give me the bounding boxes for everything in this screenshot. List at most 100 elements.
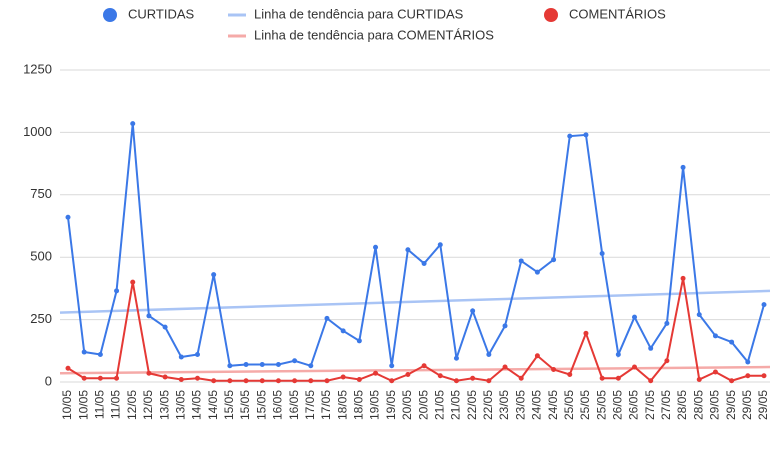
point [162, 324, 168, 330]
point [373, 370, 379, 376]
point [729, 378, 735, 384]
y-tick-label: 750 [30, 186, 52, 201]
point [81, 375, 87, 381]
x-tick-label: 12/05 [141, 390, 155, 420]
legend-marker [544, 8, 558, 22]
point [421, 260, 427, 266]
x-tick-label: 20/05 [400, 390, 414, 420]
x-tick-label: 26/05 [610, 390, 624, 420]
point [324, 315, 330, 321]
x-tick-label: 21/05 [432, 390, 446, 420]
point [227, 378, 233, 384]
point [615, 352, 621, 358]
point [308, 378, 314, 384]
x-tick-label: 12/05 [125, 390, 139, 420]
x-tick-label: 29/05 [740, 390, 754, 420]
point [745, 359, 751, 365]
point [178, 354, 184, 360]
x-tick-label: 27/05 [659, 390, 673, 420]
x-tick-label: 15/05 [222, 390, 236, 420]
point [583, 132, 589, 138]
point [275, 378, 281, 384]
x-tick-label: 22/05 [465, 390, 479, 420]
x-tick-label: 23/05 [513, 390, 527, 420]
point [405, 372, 411, 378]
point [292, 378, 298, 384]
point [712, 369, 718, 375]
x-tick-label: 16/05 [287, 390, 301, 420]
legend-label: COMENTÁRIOS [569, 6, 666, 21]
point [696, 377, 702, 383]
x-tick-label: 24/05 [546, 390, 560, 420]
point [551, 257, 557, 263]
x-tick-label: 10/05 [76, 390, 90, 420]
x-tick-label: 23/05 [497, 390, 511, 420]
point [534, 269, 540, 275]
legend-label: Linha de tendência para CURTIDAS [254, 6, 464, 21]
point [114, 375, 120, 381]
point [65, 365, 71, 371]
point [470, 375, 476, 381]
point [648, 345, 654, 351]
x-tick-label: 29/05 [708, 390, 722, 420]
series-line [67, 278, 764, 383]
point [567, 133, 573, 139]
x-tick-label: 20/05 [416, 390, 430, 420]
x-tick-label: 28/05 [691, 390, 705, 420]
point [275, 362, 281, 368]
point [761, 302, 767, 308]
x-tick-label: 17/05 [319, 390, 333, 420]
point [486, 352, 492, 358]
point [745, 373, 751, 379]
x-tick-label: 17/05 [303, 390, 317, 420]
x-tick-label: 10/05 [60, 390, 74, 420]
point [162, 374, 168, 380]
point [114, 288, 120, 294]
point [146, 313, 152, 319]
y-tick-label: 1250 [23, 61, 52, 76]
point [567, 372, 573, 378]
point [421, 363, 427, 369]
point [680, 275, 686, 281]
y-tick-label: 500 [30, 249, 52, 264]
legend-label: Linha de tendência para COMENTÁRIOS [254, 27, 494, 42]
point [389, 378, 395, 384]
point [211, 378, 217, 384]
point [340, 328, 346, 334]
point [486, 378, 492, 384]
point [292, 358, 298, 364]
point [502, 364, 508, 370]
x-tick-label: 13/05 [157, 390, 171, 420]
point [453, 378, 459, 384]
y-tick-label: 250 [30, 311, 52, 326]
point [664, 358, 670, 364]
point [583, 330, 589, 336]
x-tick-label: 19/05 [368, 390, 382, 420]
point [81, 349, 87, 355]
point [502, 323, 508, 329]
legend-label: CURTIDAS [128, 6, 195, 21]
x-tick-label: 11/05 [109, 390, 123, 419]
point [632, 364, 638, 370]
point [356, 338, 362, 344]
x-tick-label: 15/05 [254, 390, 268, 420]
point [470, 308, 476, 314]
x-tick-label: 16/05 [271, 390, 285, 420]
point [194, 352, 200, 358]
legend-marker [103, 8, 117, 22]
x-tick-label: 25/05 [578, 390, 592, 420]
series-line [67, 123, 765, 368]
point [243, 378, 249, 384]
x-tick-label: 22/05 [481, 390, 495, 420]
point [308, 363, 314, 369]
x-tick-label: 29/05 [756, 390, 770, 420]
point [680, 164, 686, 170]
y-tick-label: 0 [45, 373, 52, 388]
point [373, 244, 379, 250]
x-tick-label: 27/05 [643, 390, 657, 420]
point [97, 375, 103, 381]
x-tick-label: 18/05 [335, 390, 349, 420]
point [437, 373, 443, 379]
point [194, 375, 200, 381]
point [615, 375, 621, 381]
